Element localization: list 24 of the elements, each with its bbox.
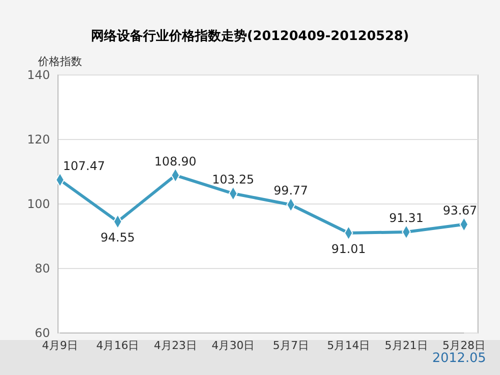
chart-title: 网络设备行业价格指数走势(20120409-20120528) — [90, 28, 410, 44]
data-label: 99.77 — [274, 184, 308, 198]
x-tick-label: 5月14日 — [327, 338, 370, 352]
y-axis-title: 价格指数 — [37, 55, 82, 68]
data-label: 91.01 — [331, 242, 366, 256]
y-tick-label: 140 — [27, 68, 50, 82]
text: 2012.05 — [432, 351, 486, 366]
data-label: 108.90 — [154, 154, 196, 168]
data-label: 94.55 — [100, 230, 135, 245]
x-tick-label: 5月21日 — [384, 338, 428, 352]
x-tick-label: 4月30日 — [212, 338, 255, 352]
y-tick-label: 80 — [34, 261, 50, 276]
data-label: 107.47 — [63, 158, 105, 173]
x-tick-label: 4月16日 — [96, 338, 140, 352]
x-tick-label: 5月28日 — [442, 338, 486, 352]
data-label: 91.31 — [389, 211, 424, 226]
x-tick-label: 4月9日 — [42, 338, 78, 352]
y-tick-label: 60 — [34, 326, 50, 340]
x-tick-label: 4月23日 — [154, 338, 197, 352]
y-tick-label: 100 — [27, 196, 50, 211]
y-tick-label: 120 — [27, 132, 50, 146]
data-label: 93.67 — [442, 203, 478, 218]
x-tick-label: 5月7日 — [272, 338, 309, 352]
data-label: 103.25 — [212, 172, 254, 187]
